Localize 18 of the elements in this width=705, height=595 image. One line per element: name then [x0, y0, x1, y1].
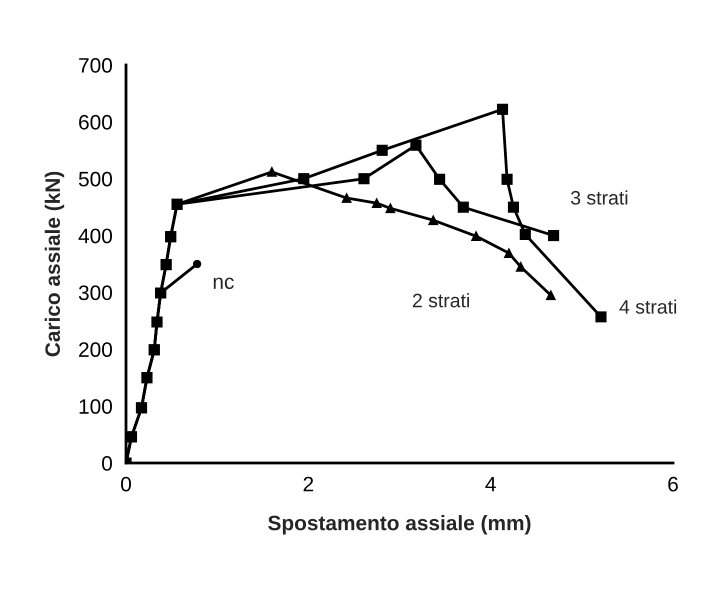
- x-tick-label: 2: [304, 476, 314, 492]
- y-axis-title: Carico assiale (kN): [44, 172, 64, 356]
- text: 2 strati: [412, 293, 469, 308]
- series-label: 3 strati: [570, 190, 628, 205]
- y-tick-label: 700: [79, 58, 112, 73]
- y-tick-label: 100: [80, 399, 112, 414]
- y-tick-label: 500: [78, 172, 112, 186]
- x-tick-label: 6: [668, 476, 678, 492]
- y-tick-label: 600: [79, 114, 112, 130]
- y-tick-label: 400: [78, 228, 112, 244]
- x-tick-label: 4: [485, 476, 496, 492]
- y-tick-label: 0: [102, 456, 112, 471]
- x-axis-title: Spostamento assiale (mm): [268, 515, 530, 534]
- y-tick-label: 200: [79, 342, 112, 358]
- x-tick-label: 0: [121, 476, 131, 492]
- series-label: 4 strati: [619, 299, 676, 314]
- series-label: nc: [214, 278, 234, 290]
- y-tick-label: 300: [78, 285, 112, 300]
